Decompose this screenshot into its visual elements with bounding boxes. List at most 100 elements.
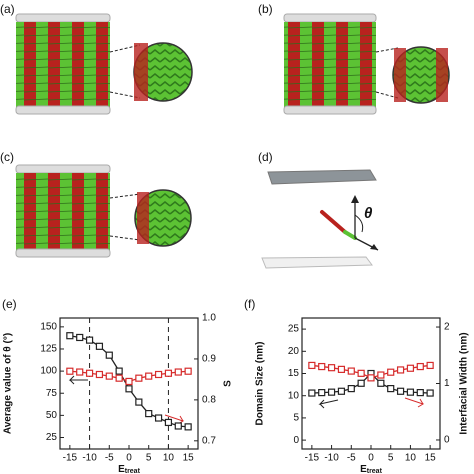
point — [308, 389, 316, 397]
x-tick-label: 5 — [388, 453, 394, 464]
point — [387, 385, 395, 393]
y2-tick-label: 2 — [444, 322, 450, 333]
y-axis-label: Average value of θ (°) — [3, 333, 14, 434]
x-axis-label-main: E — [360, 464, 367, 474]
point — [347, 385, 355, 393]
point — [115, 367, 123, 375]
y-axis-label: Domain Size (nm) — [255, 342, 266, 426]
point — [105, 351, 113, 359]
point — [327, 364, 336, 372]
panel-label: (d) — [258, 150, 273, 164]
point — [95, 370, 104, 379]
x-tick-label: -15 — [305, 453, 320, 464]
point — [377, 379, 385, 387]
point — [76, 333, 84, 342]
x-axis-label: Etreat — [118, 464, 141, 474]
panel-b: (b) — [258, 2, 450, 115]
y-tick-label: 25 — [46, 432, 58, 443]
y-tick-label: 20 — [288, 346, 300, 357]
point — [85, 336, 94, 344]
x-tick-label: -5 — [105, 453, 114, 464]
y-tick-label: 5 — [293, 413, 299, 424]
point — [76, 368, 84, 376]
y-tick-label: 15 — [288, 368, 300, 379]
point — [125, 377, 133, 386]
point — [154, 370, 163, 379]
x-axis-label-main: E — [118, 464, 125, 474]
y2-tick-label: 0.9 — [202, 354, 216, 365]
x-tick-label: -15 — [63, 453, 78, 464]
panel-label: (c) — [0, 150, 14, 164]
panel-label: (e) — [2, 297, 17, 311]
point — [396, 387, 405, 395]
point — [135, 398, 143, 406]
point — [357, 379, 365, 387]
point — [396, 366, 405, 374]
point — [105, 372, 113, 380]
point — [367, 374, 375, 382]
point — [85, 369, 94, 377]
point — [426, 389, 434, 397]
point — [426, 361, 434, 370]
point — [406, 388, 415, 396]
y-tick-label: 0 — [293, 435, 299, 446]
panel-label: (a) — [0, 2, 15, 16]
point — [318, 389, 326, 397]
point — [406, 364, 415, 372]
x-axis-label-sub: treat — [125, 468, 141, 474]
x-tick-label: 0 — [368, 453, 374, 464]
point — [347, 367, 355, 375]
y-tick-label: 10 — [288, 390, 300, 401]
point — [164, 369, 173, 377]
point — [115, 374, 123, 382]
y2-axis-label: Interfacial Width (nm) — [459, 332, 470, 434]
theta-label: θ — [364, 205, 373, 222]
point — [66, 367, 74, 375]
point — [174, 368, 182, 376]
panel-a: (a) — [0, 2, 193, 115]
point — [377, 371, 385, 379]
point — [145, 372, 153, 380]
y2-tick-label: 0 — [444, 435, 450, 446]
point — [135, 374, 143, 382]
point — [387, 368, 395, 376]
x-tick-label: 10 — [163, 453, 175, 464]
x-tick-label: 15 — [183, 453, 195, 464]
point — [145, 409, 153, 418]
point — [337, 365, 346, 373]
x-tick-label: 0 — [126, 453, 132, 464]
point — [125, 385, 133, 393]
point — [184, 423, 192, 431]
x-tick-label: -10 — [82, 453, 97, 464]
point — [318, 362, 326, 371]
panel-c: (c) — [0, 150, 192, 258]
x-tick-label: -5 — [347, 453, 356, 464]
y-tick-label: 125 — [40, 344, 57, 355]
x-axis-label-sub: treat — [367, 468, 383, 474]
point — [95, 342, 104, 350]
x-axis-label: Etreat — [360, 464, 383, 474]
y2-tick-label: 0.7 — [202, 435, 216, 446]
point — [337, 387, 346, 395]
panel-label: (b) — [258, 2, 273, 16]
y-tick-label: 100 — [40, 366, 57, 377]
y2-axis-label: S — [223, 380, 234, 387]
point — [164, 418, 173, 427]
point — [416, 362, 424, 371]
panel-label: (f) — [244, 297, 255, 311]
point — [174, 422, 182, 430]
y2-tick-label: 0.8 — [202, 395, 216, 406]
point — [357, 369, 365, 377]
x-tick-label: 15 — [425, 453, 437, 464]
point — [308, 361, 316, 370]
point — [154, 414, 163, 422]
point — [327, 388, 336, 396]
annotation-arrows — [68, 375, 425, 425]
y2-tick-label: 1 — [444, 378, 450, 389]
plot-frame — [301, 317, 441, 450]
y-tick-label: 50 — [46, 410, 58, 421]
point — [66, 332, 74, 340]
x-tick-label: -10 — [324, 453, 339, 464]
y-tick-label: 25 — [288, 324, 300, 335]
